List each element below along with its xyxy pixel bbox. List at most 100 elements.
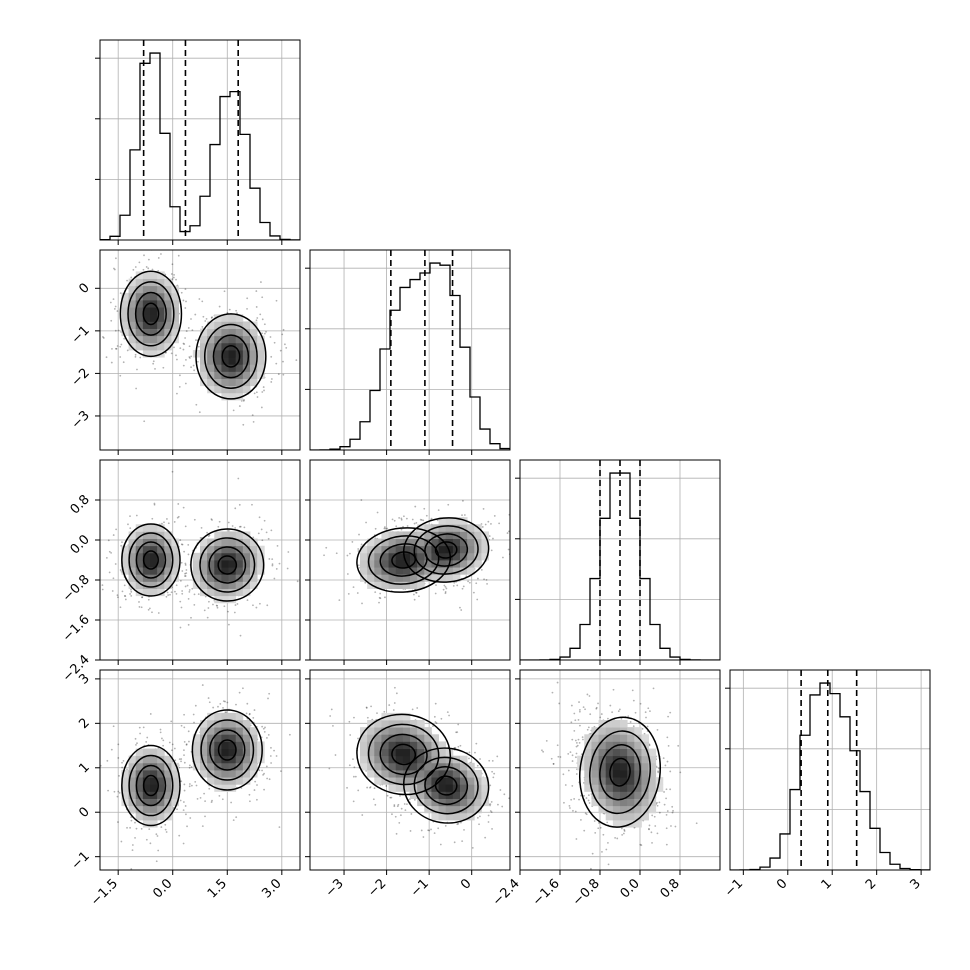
- scatter-point: [461, 587, 464, 590]
- scatter-point: [365, 707, 368, 709]
- contour-1-2: [208, 546, 247, 584]
- scatter-point: [208, 701, 211, 704]
- density-cell: [620, 820, 628, 828]
- density-cell: [445, 798, 454, 807]
- scatter-point: [373, 787, 376, 790]
- contour-1-2: [424, 766, 469, 806]
- scatter-point: [180, 291, 183, 294]
- scatter-point: [193, 369, 196, 372]
- density-cell: [150, 524, 158, 532]
- density-cell: [431, 798, 439, 807]
- scatter-point: [155, 833, 158, 836]
- pair-frame-2-1: [309, 459, 511, 661]
- density-cell: [242, 385, 251, 394]
- scatter-point: [130, 594, 133, 597]
- density-cell: [257, 335, 265, 344]
- density-cell: [214, 574, 222, 582]
- scatter-point: [651, 841, 653, 844]
- scatter-point: [489, 804, 491, 807]
- density-cell: [598, 777, 607, 785]
- scatter-point: [106, 759, 109, 762]
- scatter-point: [396, 805, 399, 808]
- density-cell: [417, 567, 425, 575]
- density-cell: [221, 734, 229, 742]
- density-cell: [221, 545, 229, 554]
- scatter-point: [259, 313, 262, 316]
- contour-0-3: [609, 757, 631, 787]
- density-cell: [221, 581, 229, 589]
- scatter-point: [223, 605, 226, 608]
- density-cell: [612, 798, 621, 807]
- scatter-point: [433, 715, 436, 718]
- scatter-point: [434, 702, 437, 705]
- scatter-point: [260, 406, 263, 409]
- density-cell: [474, 531, 482, 539]
- scatter-point: [648, 744, 651, 747]
- density-cell: [381, 777, 389, 785]
- scatter-point: [406, 525, 409, 527]
- histogram-step-0: [100, 52, 300, 240]
- scatter-point: [270, 381, 273, 383]
- density-cell: [207, 712, 215, 721]
- scatter-point: [97, 292, 99, 294]
- density-cell: [410, 734, 418, 742]
- scatter-point: [193, 518, 196, 521]
- scatter-point: [352, 758, 354, 761]
- density-cell: [150, 271, 158, 279]
- scatter-point: [226, 701, 229, 704]
- density-cell: [142, 770, 151, 778]
- scatter-point: [261, 332, 263, 335]
- density-cell: [460, 567, 468, 575]
- scatter-point: [332, 724, 334, 727]
- density-cell: [360, 734, 368, 742]
- scatter-point: [109, 301, 112, 304]
- scatter-point: [353, 716, 355, 719]
- density-cell: [242, 770, 251, 778]
- scatter-point: [489, 810, 492, 812]
- density-cell: [250, 364, 258, 372]
- density-cell: [192, 762, 201, 771]
- scatter-point: [446, 711, 449, 714]
- density-cell: [200, 328, 208, 337]
- scatter-point: [574, 810, 577, 813]
- density-cell: [128, 560, 137, 568]
- density-cell: [242, 567, 251, 575]
- scatter-point: [288, 733, 291, 736]
- density-cell: [395, 538, 404, 547]
- density-cell: [467, 567, 475, 575]
- density-cell: [410, 791, 418, 799]
- scatter-point: [491, 770, 494, 773]
- scatter-point: [140, 827, 143, 830]
- scatter-point: [255, 290, 258, 292]
- density-cell: [417, 770, 425, 778]
- scatter-point: [136, 742, 138, 745]
- density-cell: [598, 727, 607, 735]
- scatter-point: [672, 809, 674, 812]
- density-cell: [612, 720, 621, 728]
- density-cell: [250, 538, 258, 547]
- scatter-point: [357, 564, 360, 567]
- scatter-point: [194, 781, 197, 783]
- density-cell: [417, 720, 425, 728]
- density-cell: [157, 271, 165, 279]
- scatter-point: [437, 827, 440, 830]
- density-cell: [235, 552, 244, 561]
- density-cell: [121, 791, 129, 799]
- scatter-point: [187, 553, 190, 556]
- scatter-point: [433, 832, 436, 835]
- scatter-point: [176, 358, 178, 361]
- scatter-point: [253, 392, 256, 395]
- scatter-point: [379, 592, 382, 595]
- scatter-point: [349, 552, 351, 555]
- density-cell: [417, 552, 425, 561]
- density-cell: [388, 552, 397, 561]
- scatter-point: [443, 584, 446, 587]
- scatter-point: [267, 697, 269, 700]
- density-cell: [417, 524, 425, 532]
- scatter-point: [181, 570, 184, 572]
- scatter-point: [435, 584, 437, 587]
- scatter-point: [180, 543, 183, 546]
- scatter-point: [162, 744, 165, 747]
- density-cell: [424, 531, 432, 539]
- density-cell: [128, 777, 137, 785]
